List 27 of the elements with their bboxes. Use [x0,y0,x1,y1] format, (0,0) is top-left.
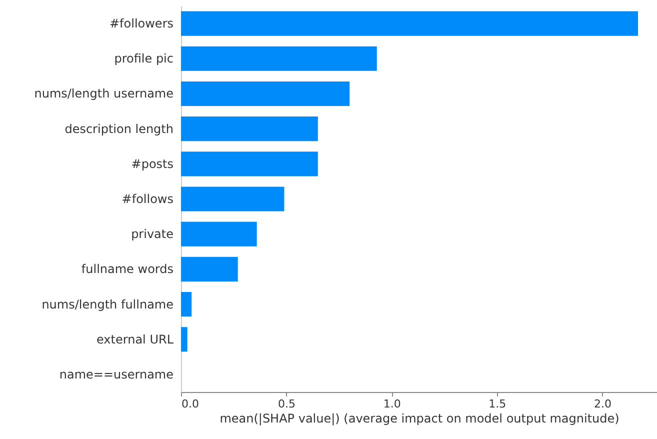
x-tick-label: 2.0 [594,398,612,410]
y-tick-label: private [131,227,174,242]
y-tick-label: profile pic [114,52,174,66]
y-tick-label: #posts [131,156,174,171]
y-tick-label: #follows [122,192,174,206]
bar [181,292,192,317]
bar [181,222,257,246]
x-axis-title: mean(|SHAP value|) (average impact on model output magnitude) [220,412,620,426]
x-tick-label: 0.0 [182,398,199,410]
x-tick-label: 1.0 [383,398,401,410]
bar [181,327,188,352]
y-tick-label: description length [64,122,174,136]
y-tick-label: name==username [59,367,174,382]
y-tick-label: #followers [109,16,174,31]
bar [181,186,284,212]
bar [181,46,377,71]
x-tick-label: 1.5 [488,398,506,410]
bar [181,11,638,36]
y-tick-label: fullname words [81,262,174,276]
bar [181,116,318,142]
y-tick-label: nums/length fullname [42,297,174,312]
bar [181,256,238,282]
bar [181,152,318,176]
x-tick-label: 0.5 [278,398,296,410]
y-tick-label: external URL [96,332,174,346]
bar [181,81,350,106]
y-tick-label: nums/length username [34,86,174,101]
